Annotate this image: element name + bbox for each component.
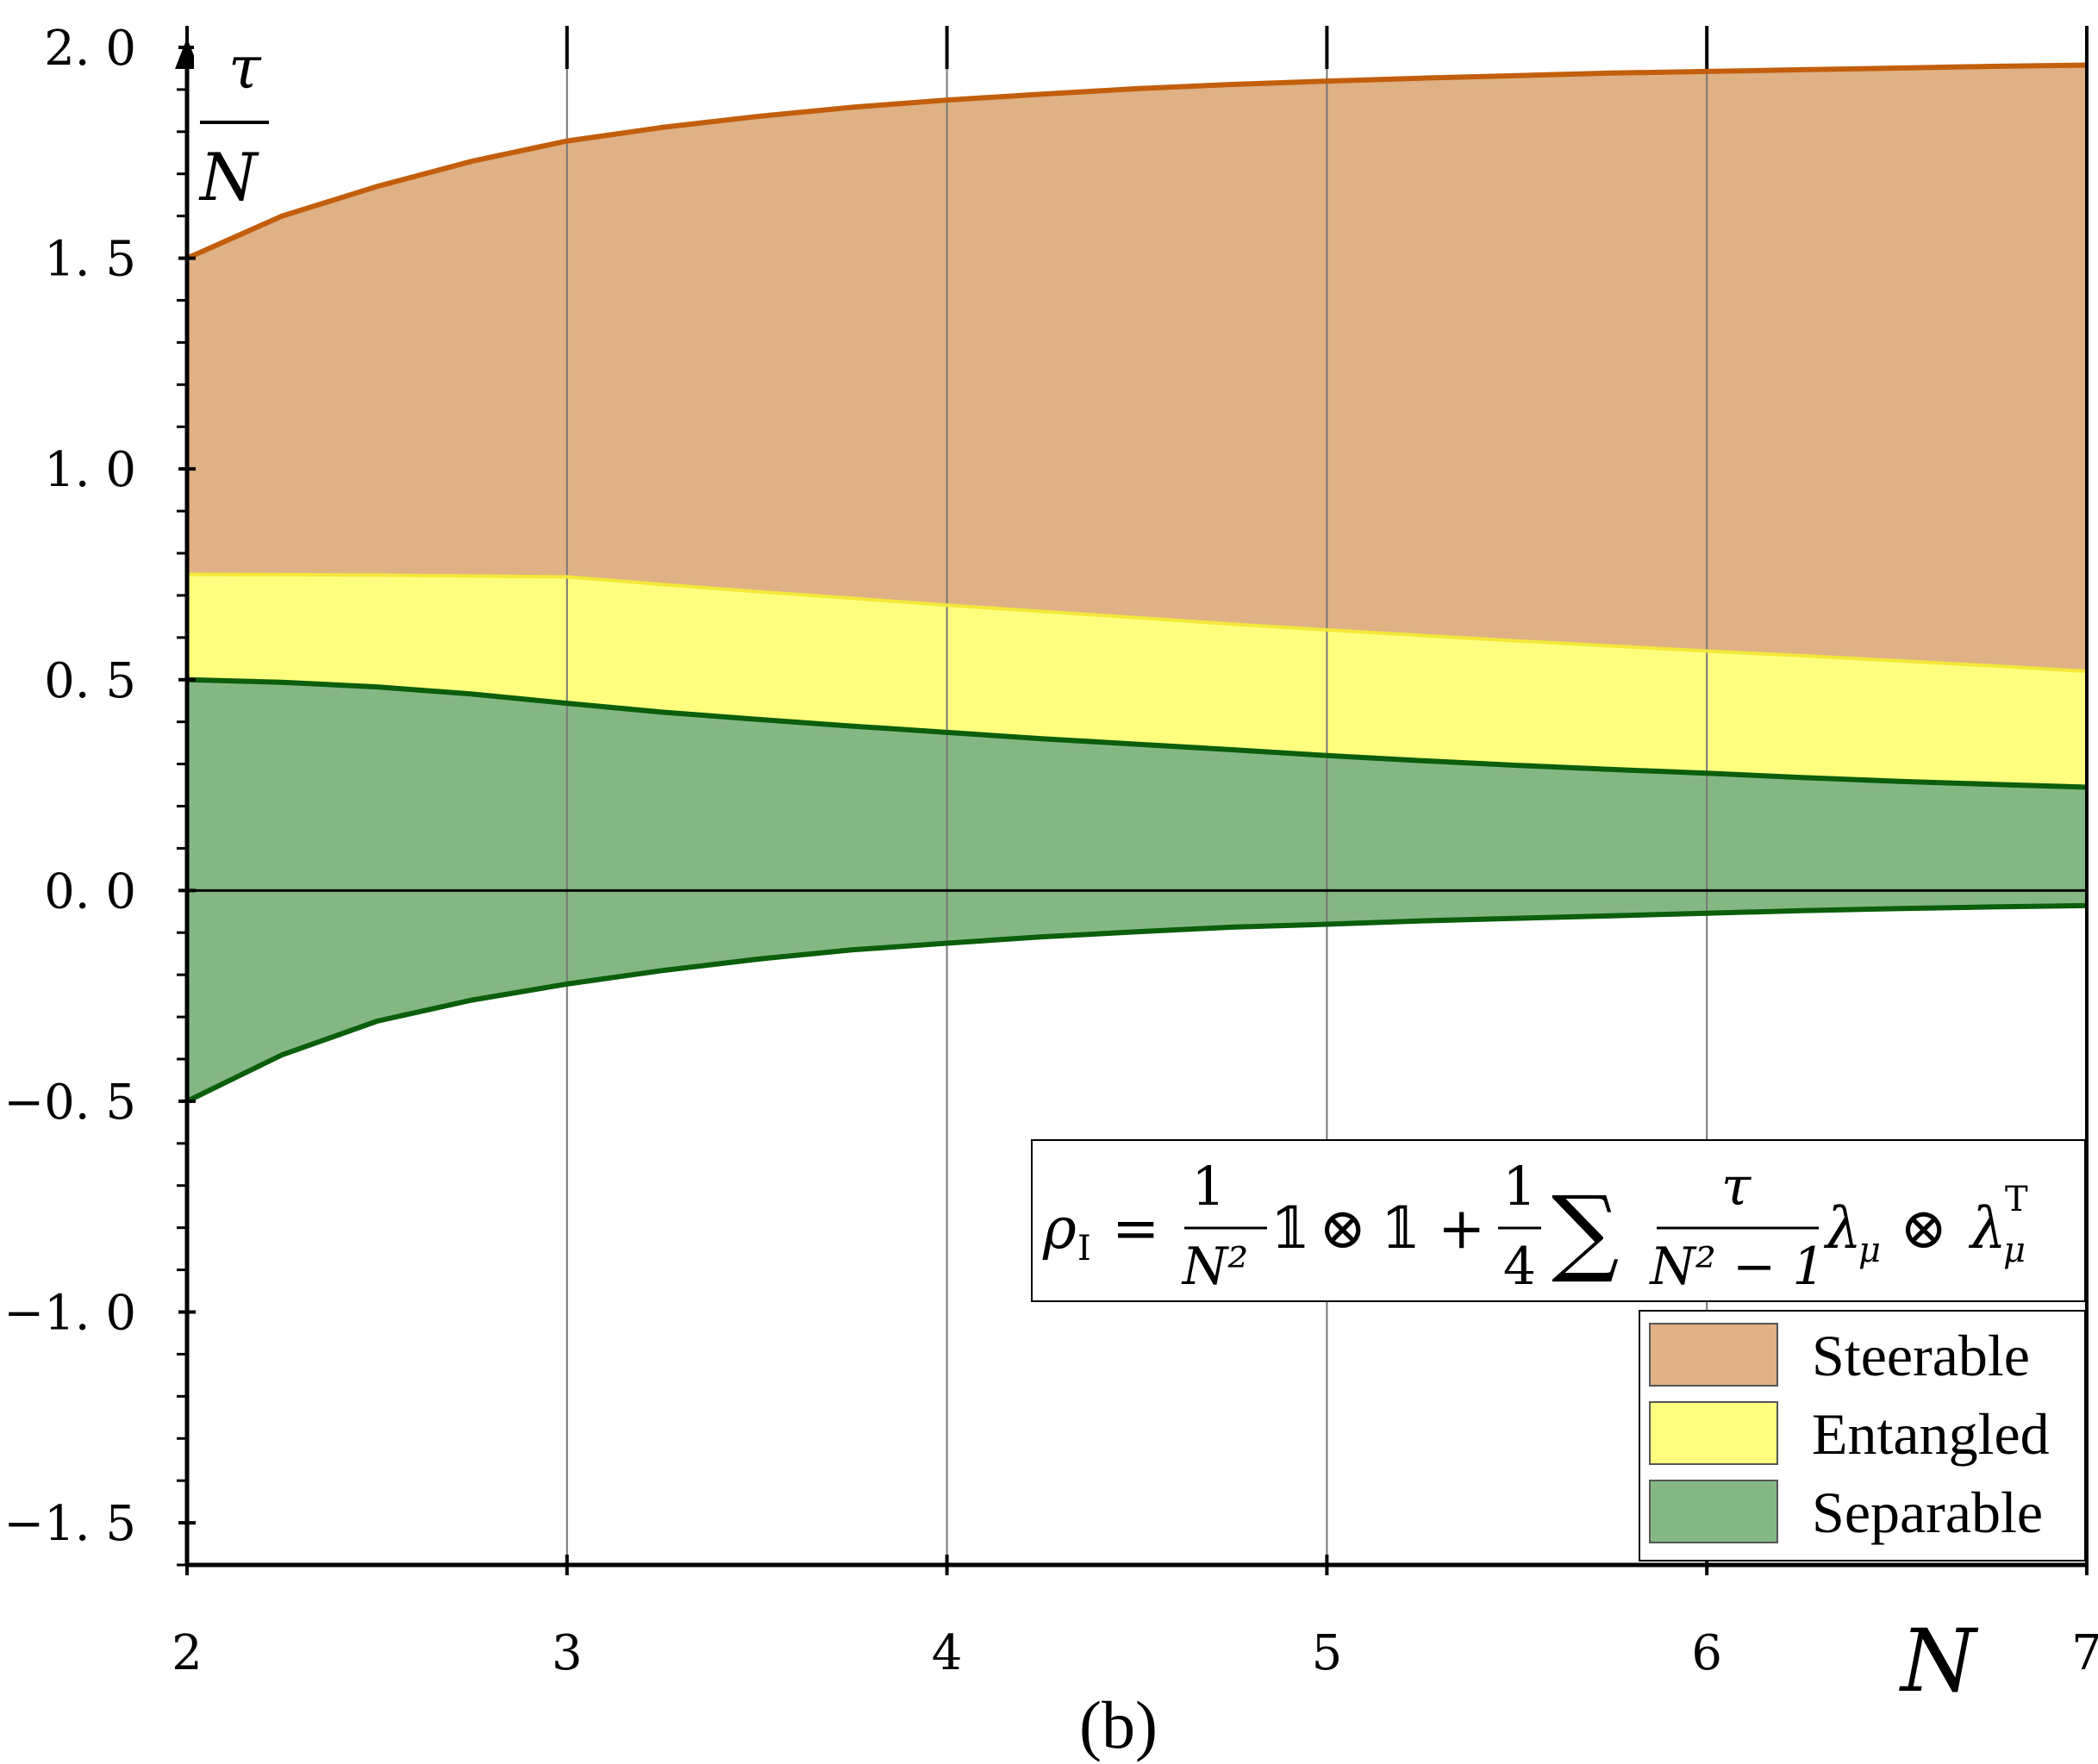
equation-otimes-b: ⊗ bbox=[1900, 1195, 1947, 1262]
y-tick-label: 2. 0 bbox=[44, 21, 136, 77]
equation-sum: ∑ bbox=[1552, 1175, 1620, 1286]
x-tick-label: 5 bbox=[1312, 1625, 1343, 1681]
equation-mu-b: μ bbox=[2003, 1231, 2026, 1270]
separable-lower-line bbox=[185, 902, 2088, 1104]
equation-frac1-numerator: 1 bbox=[1191, 1155, 1225, 1218]
y-tick-label: −1. 5 bbox=[3, 1496, 136, 1552]
x-tick-label: 4 bbox=[932, 1625, 963, 1681]
y-tick-label: 0. 0 bbox=[44, 863, 136, 919]
y-tick-label: −1. 0 bbox=[3, 1286, 136, 1342]
equation-transpose: T bbox=[2005, 1180, 2028, 1219]
equation-identity-b: 𝟙 bbox=[1381, 1195, 1421, 1262]
legend-label-separable: Separable bbox=[1812, 1480, 2043, 1545]
legend-swatch-steerable bbox=[1649, 1323, 1778, 1387]
equation-box bbox=[1031, 1139, 2086, 1302]
y-tick-label: 1. 5 bbox=[44, 232, 136, 288]
equation-plus: + bbox=[1438, 1195, 1485, 1262]
equation-otimes-a: ⊗ bbox=[1319, 1195, 1366, 1262]
equation-lambda-a: λ bbox=[1823, 1195, 1862, 1262]
legend-label-steerable: Steerable bbox=[1812, 1323, 2030, 1388]
equation-rho-subscript: I bbox=[1077, 1229, 1091, 1268]
legend-label-entangled: Entangled bbox=[1812, 1401, 2050, 1467]
equation-lambda-b: λ bbox=[1968, 1195, 2007, 1262]
x-tick-label: 3 bbox=[552, 1625, 583, 1681]
x-tick-label: 6 bbox=[1691, 1625, 1722, 1681]
ticks: −1. 5 −1. 0 −0. 5 0. 0 0. 5 1. 0 1. 5 2. 0 2 3 4 5 6… bbox=[3, 21, 2098, 1681]
y-tick-label: 0. 5 bbox=[44, 653, 136, 709]
equation-equals: = bbox=[1112, 1195, 1159, 1262]
x-axis-title: N bbox=[1899, 1611, 1979, 1711]
equation-frac2-numerator: 1 bbox=[1502, 1155, 1536, 1218]
y-tick-label: 1. 0 bbox=[44, 442, 136, 498]
entangled-boundary-line bbox=[186, 572, 2088, 673]
steerable-boundary-line bbox=[185, 62, 2088, 261]
legend: Steerable Entangled Separable bbox=[1639, 1310, 2086, 1561]
legend-swatch-separable bbox=[1649, 1480, 1778, 1543]
figure-caption: (b) bbox=[1079, 1687, 1158, 1762]
x-tick-label: 2 bbox=[172, 1625, 203, 1681]
equation-frac1-denominator: N² bbox=[1181, 1237, 1249, 1297]
x-tick-label: 7 bbox=[2071, 1625, 2098, 1681]
entangled-region bbox=[187, 574, 2087, 788]
equation-rho: ρ bbox=[1042, 1195, 1077, 1262]
equation-frac3-denominator: N² − 1 bbox=[1648, 1237, 1825, 1297]
steerable-region bbox=[187, 65, 2087, 671]
legend-swatch-entangled bbox=[1649, 1401, 1778, 1465]
separable-upper-line bbox=[186, 676, 2088, 790]
equation-frac2-denominator: 4 bbox=[1503, 1237, 1536, 1297]
y-axis-title: τ N bbox=[194, 34, 289, 215]
equation-annotation: ρ I = 1 N² 𝟙 ⊗ 𝟙 + 1 4 ∑ τ N² − 1 λ μ ⊗ … bbox=[1031, 1139, 2086, 1302]
y-axis-title-numerator: τ bbox=[228, 34, 262, 103]
y-tick-label: −0. 5 bbox=[3, 1075, 136, 1131]
y-axis-title-denominator: N bbox=[198, 139, 259, 215]
equation-frac3-numerator: τ bbox=[1721, 1155, 1752, 1218]
equation-mu-a: μ bbox=[1858, 1231, 1881, 1270]
equation-identity-a: 𝟙 bbox=[1271, 1195, 1310, 1262]
